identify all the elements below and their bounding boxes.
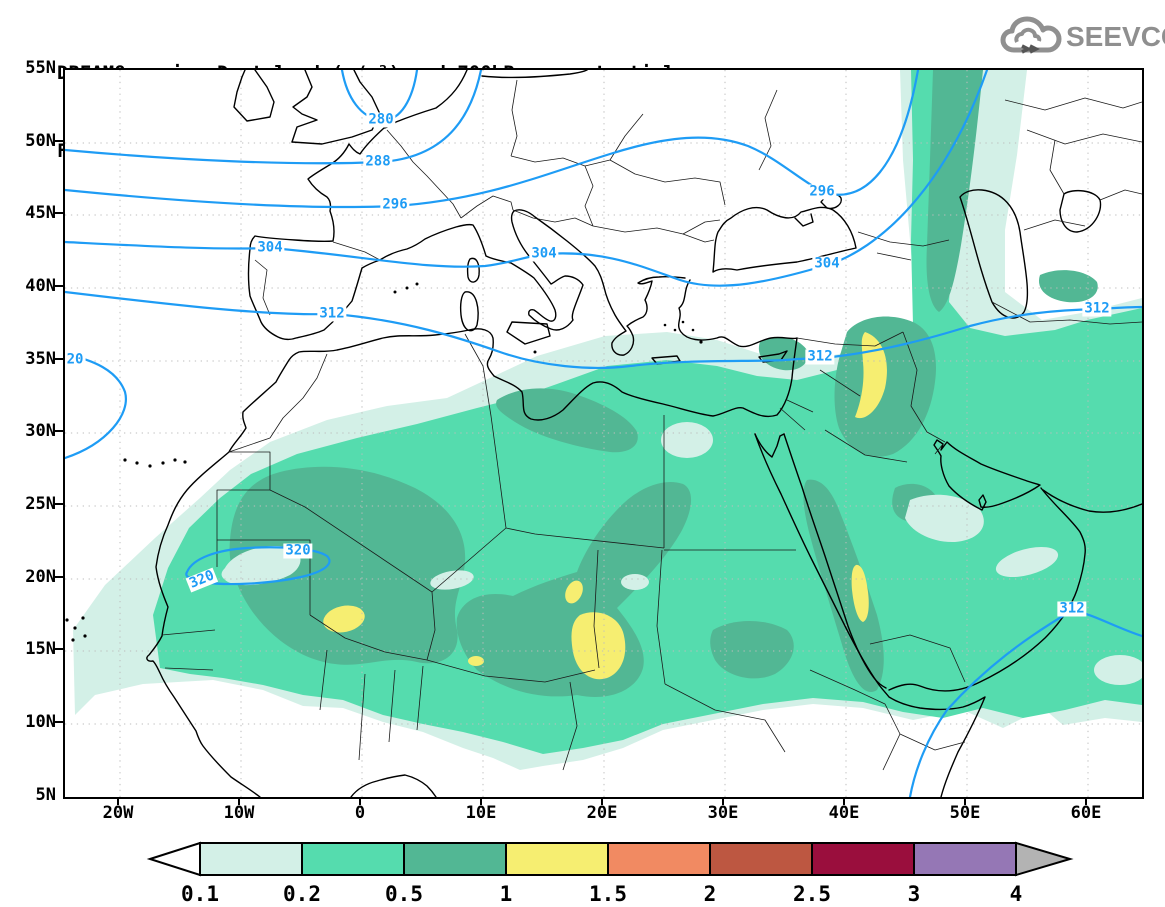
- colorbar-label: 0.5: [385, 882, 423, 906]
- coastlines: [146, 70, 1142, 797]
- contour-label: 296: [807, 183, 837, 200]
- lat-label: 15N: [25, 639, 56, 659]
- cloud-icon: [1000, 16, 1062, 54]
- contour-label: 304: [812, 255, 842, 272]
- colorbar-left-arrow: [146, 841, 201, 877]
- contour-312-south: [908, 608, 1142, 797]
- logo-text: SEEVCCC: [1066, 21, 1165, 52]
- graticule: [65, 70, 1142, 797]
- lon-label: 60E: [1070, 803, 1102, 823]
- colorbar-shape: [146, 841, 1074, 877]
- colorbar-label: 1: [499, 882, 513, 906]
- lon-label: 50E: [949, 803, 981, 823]
- contour-label: 312: [1057, 600, 1087, 617]
- colorbar-right-arrow: [1015, 841, 1074, 877]
- seevccc-logo: SEEVCCC: [1000, 16, 1165, 58]
- country-borders: [161, 79, 1142, 771]
- contour-label: 20: [65, 351, 86, 368]
- lat-label: 5N: [35, 785, 56, 805]
- lat-label: 45N: [25, 203, 56, 223]
- contour-label: 312: [1082, 300, 1112, 317]
- lat-label: 30N: [25, 421, 56, 441]
- lat-label: 20N: [25, 567, 56, 587]
- contour-label: 312: [317, 305, 347, 322]
- lon-label: 20E: [586, 803, 618, 823]
- colorbar-label: 1.5: [589, 882, 627, 906]
- contour-304: [65, 70, 989, 287]
- colorbar: 0.1 0.2 0.5 1 1.5 2 2.5 3 4: [140, 838, 1080, 906]
- contour-label: 304: [255, 239, 285, 256]
- map-area: 280 288 296 296 304 304 304 312 312 312 …: [63, 68, 1144, 799]
- dust-fill-light-pockets: [221, 422, 1142, 685]
- contour-label: 304: [529, 245, 559, 262]
- small-islands: [65, 282, 703, 642]
- colorbar-label: 2: [703, 882, 717, 906]
- colorbar-label: 0.1: [181, 882, 219, 906]
- lon-label: 20W: [102, 803, 134, 823]
- contour-320-west: [65, 352, 127, 460]
- contour-288: [65, 70, 483, 165]
- contour-label: 320: [283, 542, 313, 559]
- contour-label: 296: [380, 196, 410, 213]
- lat-label: 25N: [25, 494, 56, 514]
- map-canvas: [65, 70, 1142, 797]
- contour-label: 312: [805, 348, 835, 365]
- lon-label: 0: [354, 803, 366, 823]
- contour-296: [65, 70, 920, 209]
- colorbar-label: 4: [1009, 882, 1023, 906]
- lat-label: 35N: [25, 349, 56, 369]
- lon-label: 30E: [707, 803, 739, 823]
- lat-label: 55N: [25, 58, 56, 78]
- lon-label: 10W: [223, 803, 255, 823]
- lat-label: 40N: [25, 276, 56, 296]
- lat-label: 10N: [25, 712, 56, 732]
- lon-label: 40E: [828, 803, 860, 823]
- contour-label: 288: [363, 153, 393, 170]
- colorbar-label: 0.2: [283, 882, 321, 906]
- lon-label: 10E: [465, 803, 497, 823]
- lat-label: 50N: [25, 131, 56, 151]
- colorbar-label: 2.5: [793, 882, 831, 906]
- contour-label: 280: [366, 111, 396, 128]
- colorbar-label: 3: [907, 882, 921, 906]
